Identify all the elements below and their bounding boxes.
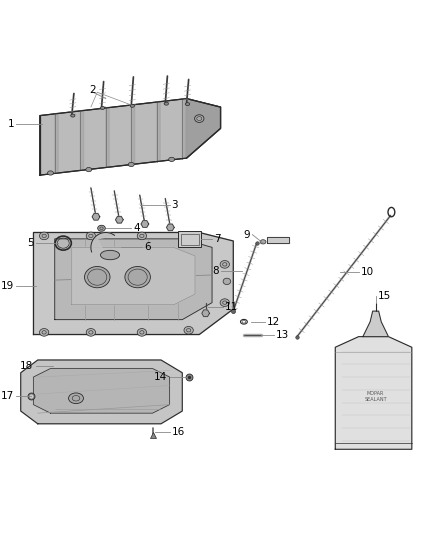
Ellipse shape — [86, 232, 95, 240]
Ellipse shape — [130, 104, 134, 107]
Polygon shape — [267, 237, 289, 243]
Text: 2: 2 — [90, 85, 96, 95]
Text: 6: 6 — [144, 243, 151, 252]
Polygon shape — [141, 221, 148, 227]
Text: 16: 16 — [172, 427, 185, 437]
Polygon shape — [131, 104, 134, 165]
Text: 1: 1 — [8, 119, 14, 129]
Ellipse shape — [223, 278, 231, 285]
Polygon shape — [336, 337, 412, 449]
Ellipse shape — [185, 103, 190, 106]
Text: 15: 15 — [378, 291, 391, 301]
Ellipse shape — [86, 167, 92, 172]
Text: 9: 9 — [244, 230, 250, 240]
Polygon shape — [363, 311, 389, 337]
Polygon shape — [116, 216, 123, 223]
Polygon shape — [91, 232, 114, 256]
Ellipse shape — [194, 115, 204, 123]
Text: 13: 13 — [276, 329, 289, 340]
Ellipse shape — [220, 299, 230, 306]
Text: 14: 14 — [154, 372, 167, 382]
Ellipse shape — [169, 157, 175, 161]
Text: 3: 3 — [172, 200, 178, 210]
Polygon shape — [55, 239, 212, 320]
Ellipse shape — [100, 107, 105, 109]
Polygon shape — [106, 107, 109, 167]
Bar — [178, 231, 201, 247]
Text: 5: 5 — [27, 238, 33, 248]
Text: 19: 19 — [1, 281, 14, 290]
Text: 8: 8 — [212, 266, 219, 276]
Polygon shape — [187, 99, 220, 158]
Polygon shape — [33, 232, 233, 335]
Ellipse shape — [39, 328, 49, 336]
Text: 11: 11 — [225, 302, 238, 312]
Polygon shape — [33, 368, 170, 413]
Polygon shape — [80, 110, 84, 171]
Polygon shape — [40, 99, 220, 175]
Ellipse shape — [98, 225, 105, 231]
Ellipse shape — [71, 114, 75, 117]
Ellipse shape — [220, 261, 230, 268]
Ellipse shape — [48, 171, 53, 175]
Bar — [180, 234, 199, 245]
Ellipse shape — [137, 328, 147, 336]
Text: 18: 18 — [20, 361, 33, 372]
Ellipse shape — [85, 266, 110, 288]
Ellipse shape — [39, 232, 49, 240]
Ellipse shape — [164, 102, 169, 105]
Text: 10: 10 — [361, 266, 374, 277]
Text: 7: 7 — [214, 234, 221, 244]
Ellipse shape — [69, 393, 84, 403]
Polygon shape — [21, 360, 182, 424]
Ellipse shape — [184, 326, 193, 334]
Text: 17: 17 — [1, 391, 14, 401]
Polygon shape — [182, 98, 186, 159]
Text: 4: 4 — [134, 223, 140, 233]
Ellipse shape — [184, 238, 193, 246]
Polygon shape — [55, 113, 58, 173]
Polygon shape — [72, 247, 195, 305]
Text: MOPAR
SEALANT: MOPAR SEALANT — [364, 391, 387, 401]
Ellipse shape — [128, 163, 134, 167]
Ellipse shape — [137, 232, 147, 240]
Polygon shape — [92, 213, 100, 220]
Ellipse shape — [86, 328, 95, 336]
Text: 12: 12 — [267, 317, 280, 327]
Ellipse shape — [125, 266, 150, 288]
Ellipse shape — [100, 251, 120, 260]
Polygon shape — [166, 224, 174, 231]
Polygon shape — [202, 310, 209, 317]
Ellipse shape — [260, 240, 266, 244]
Polygon shape — [157, 101, 160, 161]
